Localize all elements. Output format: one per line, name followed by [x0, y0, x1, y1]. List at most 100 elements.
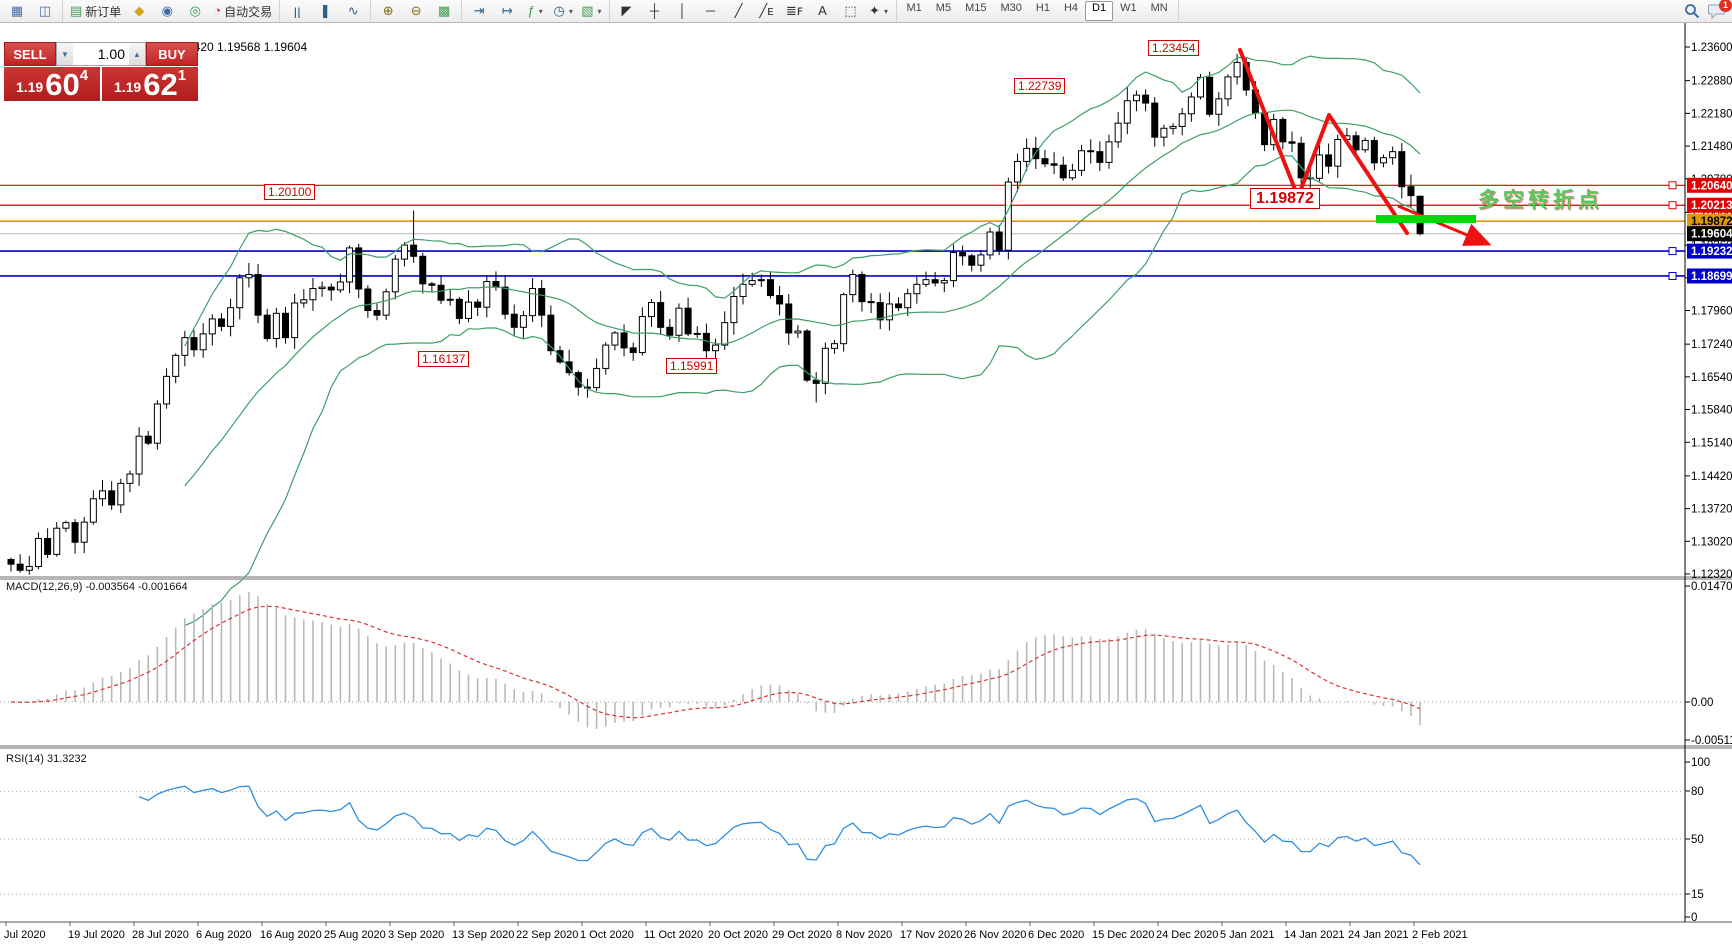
trendline-button[interactable]: ╱ [725, 1, 753, 21]
bollinger-lower-band[interactable] [184, 155, 1421, 626]
trendline-zigzag[interactable] [1238, 48, 1409, 235]
vertical-line-button[interactable]: │ [669, 1, 697, 21]
candlestick-button[interactable]: ❚ [311, 1, 339, 21]
text-label-icon: ⬚ [844, 3, 857, 18]
axis-price-chip [1687, 177, 1732, 193]
templates-button[interactable]: ▧ ▾ [577, 1, 605, 21]
candle [794, 325, 802, 339]
candle [355, 243, 363, 299]
line-handle[interactable] [1668, 201, 1677, 210]
timeframe-h1[interactable]: H1 [1035, 2, 1050, 14]
timeframe-mn[interactable]: MN [1150, 2, 1168, 14]
volume-down-button[interactable]: ▼ [57, 43, 73, 65]
price-callout-1.15991[interactable]: 1.15991 [666, 358, 718, 374]
autotrade-button[interactable]: ◔ 自动交易 [209, 1, 276, 21]
new-order-button[interactable]: ▤ 新订单 [66, 1, 125, 21]
price-callout-1.16137[interactable]: 1.16137 [418, 351, 470, 367]
axis-price-chip-label: 1.19872 [1691, 216, 1732, 228]
text-label-button[interactable]: ⬚ [837, 1, 865, 21]
price-tick-label: 1.12320 [1691, 569, 1732, 581]
candle [821, 342, 829, 395]
trend-arrow[interactable] [1397, 204, 1492, 246]
price-callout-1.23454[interactable]: 1.23454 [1148, 40, 1200, 56]
candle [1169, 123, 1177, 135]
periods-icon: ◷ [553, 3, 565, 18]
market-watch-icon: ◆ [134, 3, 145, 18]
volume-stepper: ▼ 1.00 ▲ [56, 42, 146, 66]
candle [364, 285, 372, 318]
new-chart-button[interactable]: ▦ [3, 1, 31, 21]
line-handle[interactable] [1668, 271, 1677, 280]
search-icon[interactable] [1684, 3, 1700, 19]
candle [34, 532, 42, 570]
horizontal-line-button[interactable]: ─ [697, 1, 725, 21]
price-callout-1.22739[interactable]: 1.22739 [1014, 78, 1066, 94]
buy-button[interactable]: BUY [146, 42, 198, 66]
volume-up-button[interactable]: ▲ [129, 43, 145, 65]
sell-button[interactable]: SELL [4, 42, 56, 66]
candle [391, 255, 399, 300]
channel-button[interactable]: ╱ᴇ [753, 1, 781, 21]
bollinger-upper-band[interactable] [184, 55, 1421, 347]
timeframe-h4[interactable]: H4 [1063, 2, 1078, 14]
toolbar-group-arrange: ⇥ ↦ ƒ ▾ ◷ ▾ ▧ ▾ [462, 0, 610, 22]
candle [62, 520, 70, 532]
bollinger-middle-band[interactable] [184, 109, 1421, 487]
zoom-out-button[interactable]: ⊖ [402, 1, 430, 21]
periods-button[interactable]: ◷ ▾ [549, 1, 577, 21]
tile-windows-icon: ▩ [438, 3, 451, 18]
price-tick-label: 1.17240 [1691, 339, 1732, 351]
timeframe-d1[interactable]: D1 [1085, 1, 1114, 21]
notifications-icon[interactable]: 1 [1708, 0, 1732, 20]
axis-price-chip [1687, 226, 1732, 242]
candle [922, 271, 930, 287]
bar-chart-button[interactable]: ꞁꞁ [283, 1, 311, 21]
timeframe-m30[interactable]: M30 [1000, 2, 1022, 14]
auto-scroll-button[interactable]: ⇥ [465, 1, 493, 21]
candlestick-icon: ❚ [319, 3, 331, 18]
chart-shift-button[interactable]: ↦ [493, 1, 521, 21]
macd-axis-label: -0.005113 [1691, 735, 1732, 747]
timeframe-m5[interactable]: M5 [935, 2, 952, 14]
toolbar-group-order: ▤ 新订单 ◆ ◉ ◎ ◔ 自动交易 [63, 0, 281, 22]
candle [693, 326, 701, 338]
candle [1087, 139, 1095, 164]
price-callout-1.19872[interactable]: 1.19872 [1250, 188, 1320, 209]
zoom-in-button[interactable]: ⊕ [374, 1, 402, 21]
price-tick-label: 1.23600 [1691, 42, 1732, 54]
candle [1398, 143, 1406, 199]
candle [89, 490, 97, 525]
timeframe-w1[interactable]: W1 [1120, 2, 1137, 14]
bull-bear-turning-point-annotation[interactable]: 多空转折点 [1478, 189, 1603, 212]
volume-value[interactable]: 1.00 [97, 46, 125, 62]
candle [1059, 156, 1067, 181]
timeframe-m15[interactable]: M15 [965, 2, 987, 14]
horizontal-line-icon: ─ [705, 3, 716, 18]
line-handle[interactable] [1668, 247, 1677, 256]
text-button[interactable]: A [809, 1, 837, 21]
sell-quote[interactable]: 1.19 60 4 [4, 67, 100, 101]
profiles-button[interactable]: ◫ [31, 1, 59, 21]
price-callout-1.20100[interactable]: 1.20100 [264, 184, 316, 200]
crosshair-button[interactable]: ┼ [641, 1, 669, 21]
buy-quote[interactable]: 1.19 62 1 [102, 67, 198, 101]
toolbar-group-chart-type: ꞁꞁ ❚ ∿ [280, 0, 372, 22]
support-highlight-bar[interactable] [1376, 215, 1476, 223]
arrows-button[interactable]: ✦ ▾ [865, 1, 893, 21]
candle [135, 427, 143, 486]
candle [648, 298, 655, 327]
data-window-button[interactable]: ◉ [153, 1, 181, 21]
fibonacci-button[interactable]: ≣ꜰ [781, 1, 809, 21]
signal-button[interactable]: ◎ [181, 1, 209, 21]
market-watch-button[interactable]: ◆ [125, 1, 153, 21]
line-chart-button[interactable]: ∿ [339, 1, 367, 21]
cursor-button[interactable]: ◤ [613, 1, 641, 21]
timeframe-m1[interactable]: M1 [906, 2, 922, 14]
tile-windows-button[interactable]: ▩ [430, 1, 458, 21]
line-handle[interactable] [1668, 181, 1677, 190]
indicators-button[interactable]: ƒ ▾ [521, 1, 549, 21]
candle [1389, 146, 1397, 165]
candle [977, 250, 985, 272]
date-label: 29 Oct 2020 [772, 929, 832, 941]
